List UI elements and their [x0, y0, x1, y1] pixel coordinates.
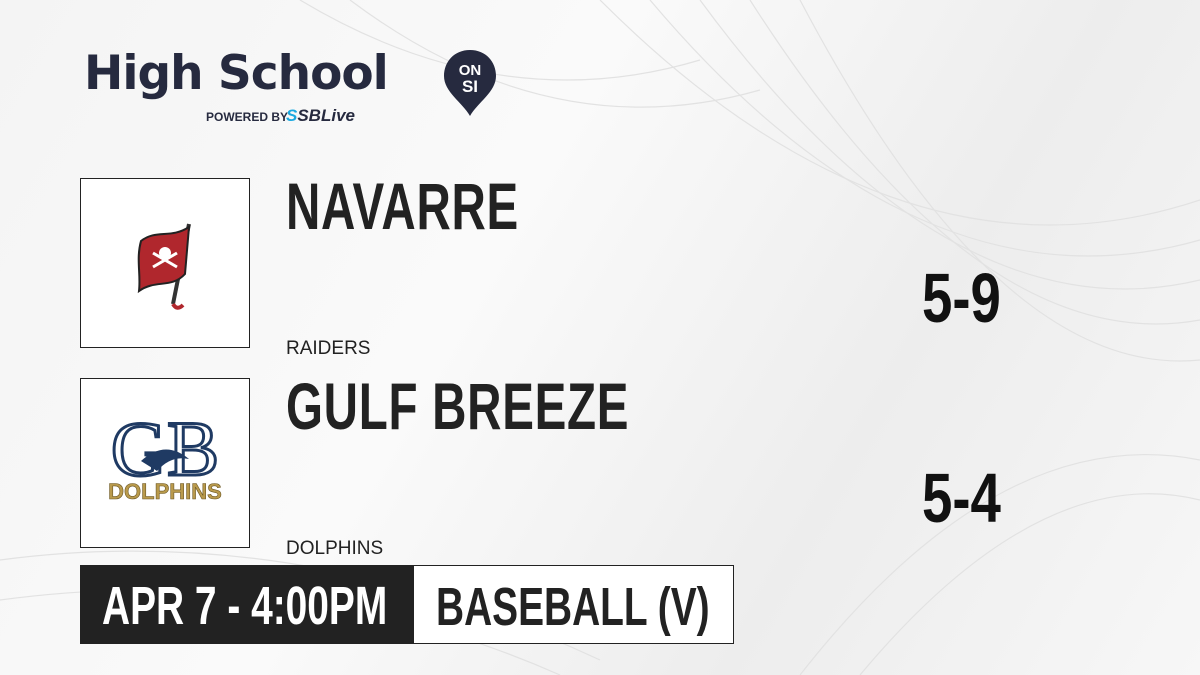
- high-school-on-si-logo: High School ON SI: [84, 46, 496, 116]
- home-team-record: 5-9: [922, 259, 1001, 337]
- gulf-breeze-logo-box: GB DOLPHINS: [80, 378, 250, 548]
- badge-bottom: SI: [462, 77, 478, 96]
- sport-label: BASEBALL (V): [436, 577, 710, 637]
- home-team-name: NAVARRE: [286, 169, 519, 243]
- powered-by-label: POWERED BY: [206, 110, 289, 124]
- gb-dolphins-logo-icon: GB DOLPHINS: [108, 404, 222, 505]
- away-team-mascot: DOLPHINS: [286, 538, 384, 559]
- on-si-pin-icon: ON SI: [444, 50, 496, 116]
- away-team-name: GULF BREEZE: [286, 369, 630, 443]
- game-datetime: APR 7 - 4:00PM: [102, 576, 388, 636]
- home-team-mascot: RAIDERS: [286, 338, 371, 359]
- pirate-flag-logo-icon: [137, 223, 191, 310]
- svg-text:DOLPHINS: DOLPHINS: [108, 479, 222, 504]
- badge-top: ON: [459, 62, 482, 79]
- logo-title: High School: [84, 46, 389, 101]
- navarre-logo-box: [80, 178, 250, 348]
- sport-bar: BASEBALL (V): [413, 565, 734, 644]
- game-datetime-bar: APR 7 - 4:00PM: [80, 565, 413, 644]
- svg-text:GB: GB: [111, 405, 219, 492]
- sblive-logo: SSBLive: [286, 106, 355, 125]
- away-team-record: 5-4: [922, 459, 1001, 537]
